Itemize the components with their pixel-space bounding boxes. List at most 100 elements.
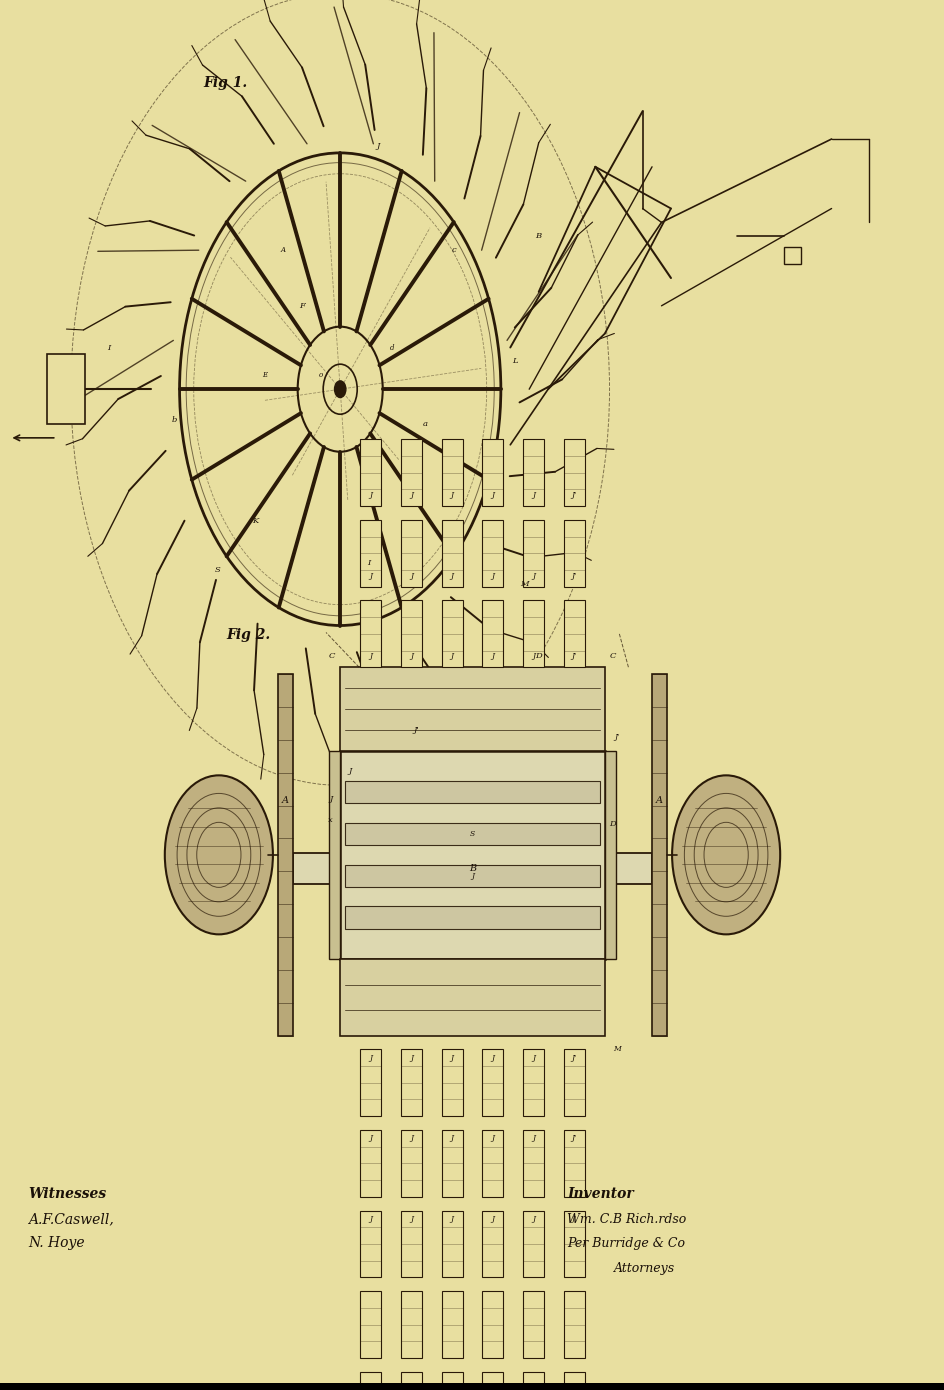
Bar — [400, 439, 421, 506]
Bar — [523, 439, 544, 506]
Text: C: C — [609, 652, 615, 660]
Bar — [360, 600, 380, 667]
Text: Fig 1.: Fig 1. — [203, 76, 247, 90]
Bar — [564, 1372, 584, 1390]
Text: d: d — [390, 343, 394, 352]
Circle shape — [164, 776, 273, 934]
Bar — [400, 600, 421, 667]
Bar — [564, 1049, 584, 1116]
Text: J: J — [491, 571, 494, 580]
Text: J: J — [531, 1054, 534, 1062]
Bar — [329, 751, 340, 959]
Text: J: J — [491, 1215, 494, 1223]
Text: J: J — [491, 652, 494, 660]
Bar — [523, 1372, 544, 1390]
Text: J: J — [369, 571, 372, 580]
Text: x: x — [328, 816, 333, 824]
Bar — [400, 1049, 421, 1116]
Text: J: J — [450, 652, 453, 660]
Text: Fig 2.: Fig 2. — [227, 628, 271, 642]
Text: J: J — [450, 571, 453, 580]
Text: c: c — [450, 246, 456, 254]
Text: J: J — [369, 491, 372, 499]
Bar — [400, 1372, 421, 1390]
Bar — [482, 520, 503, 587]
Bar — [340, 959, 604, 1036]
Bar — [360, 1049, 380, 1116]
Text: Inventor: Inventor — [566, 1187, 633, 1201]
Text: Witnesses: Witnesses — [28, 1187, 107, 1201]
Bar — [400, 1291, 421, 1358]
Bar — [564, 600, 584, 667]
Bar — [400, 1211, 421, 1277]
Bar — [293, 853, 651, 884]
Text: S: S — [469, 830, 475, 838]
Bar — [564, 1211, 584, 1277]
Text: I: I — [107, 343, 110, 352]
Text: B: B — [535, 232, 541, 240]
Bar — [360, 1291, 380, 1358]
Text: J': J' — [571, 1054, 576, 1062]
Text: A: A — [281, 796, 289, 805]
Bar — [441, 439, 462, 506]
Bar — [345, 823, 599, 845]
Bar — [400, 1130, 421, 1197]
Text: L: L — [512, 357, 517, 366]
Bar — [564, 1291, 584, 1358]
Text: J: J — [531, 571, 534, 580]
Text: a: a — [422, 420, 428, 428]
Text: J: J — [369, 1054, 372, 1062]
Bar — [482, 1291, 503, 1358]
Bar — [784, 247, 801, 264]
Bar — [564, 439, 584, 506]
Text: J: J — [450, 1215, 453, 1223]
Bar — [441, 1291, 462, 1358]
Bar — [47, 354, 85, 424]
Text: J: J — [531, 652, 534, 660]
Text: J: J — [491, 1054, 494, 1062]
Bar — [523, 1130, 544, 1197]
Bar — [340, 751, 604, 959]
Bar — [523, 1049, 544, 1116]
Text: M: M — [613, 1045, 620, 1054]
Text: J: J — [450, 1054, 453, 1062]
Bar — [345, 865, 599, 887]
Text: J: J — [531, 1215, 534, 1223]
Text: J: J — [491, 1134, 494, 1143]
Text: J: J — [369, 652, 372, 660]
Bar — [360, 520, 380, 587]
Text: J': J' — [571, 1134, 576, 1143]
Text: J: J — [347, 767, 351, 776]
Text: A: A — [280, 246, 286, 254]
Text: J: J — [450, 491, 453, 499]
Bar — [278, 674, 293, 1036]
Text: A.F.Caswell,: A.F.Caswell, — [28, 1212, 114, 1226]
Circle shape — [671, 776, 780, 934]
Bar — [360, 1211, 380, 1277]
Bar — [441, 600, 462, 667]
Bar — [564, 520, 584, 587]
Text: J': J' — [571, 652, 576, 660]
Bar — [441, 1211, 462, 1277]
Text: J: J — [410, 652, 413, 660]
Text: J: J — [450, 1134, 453, 1143]
Text: b: b — [172, 416, 177, 424]
Bar — [400, 520, 421, 587]
Bar — [441, 520, 462, 587]
Text: J: J — [410, 1054, 413, 1062]
Text: J': J' — [413, 726, 418, 734]
Bar — [345, 781, 599, 803]
Circle shape — [323, 364, 357, 414]
Bar — [360, 1372, 380, 1390]
Text: D: D — [534, 652, 542, 660]
Text: B: B — [468, 865, 476, 873]
Circle shape — [334, 381, 346, 398]
Bar — [0, 1383, 944, 1390]
Text: J: J — [369, 1215, 372, 1223]
Bar — [482, 1211, 503, 1277]
Bar — [482, 1372, 503, 1390]
Text: J': J' — [571, 491, 576, 499]
Text: J': J' — [614, 733, 619, 741]
Bar — [523, 600, 544, 667]
Bar — [482, 1049, 503, 1116]
